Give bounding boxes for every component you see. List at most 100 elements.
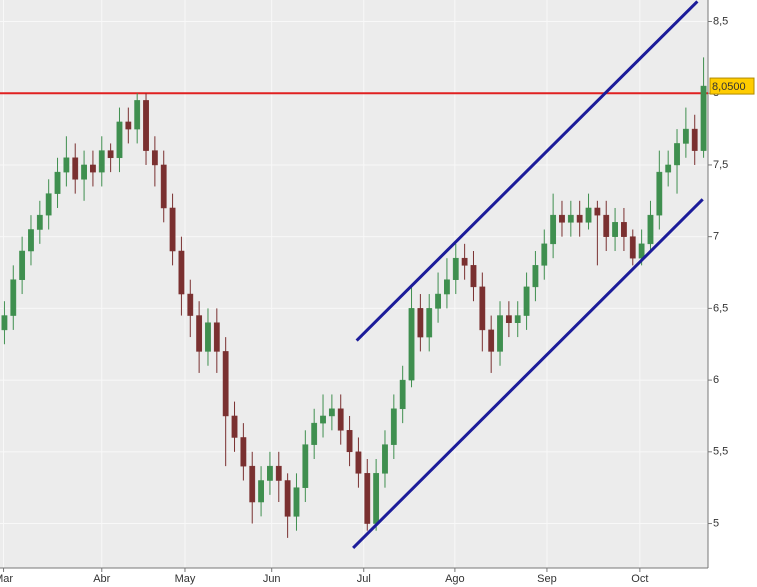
candle-body [444, 279, 450, 295]
candle-body [160, 164, 167, 209]
candle-body [523, 286, 530, 316]
y-tick-label: 6 [713, 374, 719, 386]
x-tick-label: Oct [631, 573, 648, 585]
candle-body [240, 437, 247, 467]
candle-body [205, 322, 211, 352]
candle-body [682, 128, 689, 144]
candle-body [284, 480, 291, 517]
candle-body [72, 157, 79, 180]
candle-body [700, 85, 707, 151]
candle-body [134, 100, 141, 130]
candle-body [532, 265, 539, 288]
candle-body [691, 128, 698, 151]
candle-body [346, 430, 353, 453]
candle-body [559, 214, 565, 223]
candle-body [373, 473, 380, 524]
y-tick-label: 7,5 [713, 159, 728, 171]
candle-body [470, 265, 477, 288]
candle-body [461, 257, 468, 266]
y-tick-label: 5,5 [713, 446, 728, 458]
x-tick-label: May [175, 573, 196, 585]
candle-body [178, 250, 185, 295]
candle-body [302, 444, 309, 488]
candle-body [169, 207, 176, 252]
candle-body [364, 473, 371, 524]
price-marker [709, 77, 755, 95]
plot-area [0, 0, 708, 568]
candle-body [665, 164, 672, 173]
candle-body [656, 171, 663, 216]
candle-body [629, 236, 636, 259]
candle-body [187, 293, 194, 316]
candle-body [98, 150, 105, 173]
x-tick-label: Abr [93, 573, 110, 585]
candle-body [541, 243, 548, 266]
candle-body [514, 315, 521, 323]
candle-body [213, 322, 220, 352]
candle-body [638, 243, 645, 259]
candle-body [390, 408, 397, 445]
candle-body [63, 157, 70, 173]
y-tick-label: 7 [713, 231, 719, 243]
candle-body [647, 214, 654, 245]
candle-body [479, 286, 486, 331]
candle-body [54, 171, 61, 194]
candle-body [408, 308, 415, 381]
candle-body [81, 164, 87, 180]
candle-body [585, 207, 592, 223]
candle-body [355, 451, 362, 474]
candle-body [576, 214, 583, 223]
candle-body [90, 164, 96, 173]
y-tick-label: 6,5 [713, 302, 728, 314]
candle-body [151, 150, 158, 166]
candle-body [505, 315, 512, 323]
candle-body [435, 293, 441, 309]
candle-body [143, 100, 149, 151]
candle-body [196, 315, 203, 352]
y-tick-label: 5 [713, 517, 719, 529]
candle-body [107, 150, 114, 159]
candle-body [603, 214, 610, 237]
candle-body [1, 315, 8, 331]
candle-body [28, 229, 34, 252]
candle-body [36, 214, 43, 230]
candle-body [10, 279, 17, 316]
candle-body [488, 329, 495, 352]
trend-line [355, 0, 699, 342]
candle-body [328, 408, 335, 417]
candle-body [19, 250, 26, 280]
candle-body [426, 308, 433, 338]
x-tick-label: Sep [537, 573, 557, 585]
candle-body [417, 308, 424, 338]
candle-body [382, 444, 388, 474]
x-tick-label: Jun [263, 573, 281, 585]
candle-body [231, 415, 238, 438]
candle-body [594, 207, 601, 216]
y-tick-label: 8,5 [713, 15, 728, 27]
candle-body [337, 408, 344, 431]
x-tick-label: Ago [445, 573, 465, 585]
x-tick-label: Mar [0, 573, 13, 585]
candle-body [550, 214, 557, 245]
candle-body [267, 465, 273, 481]
candle-body [125, 121, 132, 130]
candle-body [116, 121, 123, 159]
candle-body [293, 487, 300, 517]
candle-body [222, 351, 229, 417]
candle-body [249, 465, 256, 503]
candle-body [452, 257, 459, 280]
candle-body [621, 222, 627, 237]
candle-body [399, 379, 406, 410]
candle-body [45, 193, 52, 216]
candle-body [567, 214, 574, 223]
candle-body [320, 415, 326, 424]
price-label: 8,0500 [712, 81, 746, 93]
candle-body [612, 222, 618, 237]
candle-body [275, 465, 282, 481]
candle-body [258, 480, 264, 503]
x-tick-label: Jul [357, 573, 371, 585]
trend-line [352, 198, 704, 549]
candle-body [674, 143, 680, 166]
